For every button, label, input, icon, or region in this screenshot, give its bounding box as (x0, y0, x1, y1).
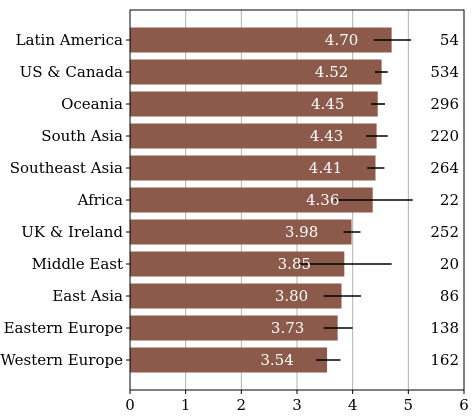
bar (130, 347, 328, 373)
value-label: 3.98 (285, 223, 318, 241)
value-label: 3.85 (278, 255, 311, 273)
category-label: South Asia (41, 127, 123, 145)
bar (130, 283, 342, 309)
category-labels: Latin America US & Canada Oceania South Asi… (0, 31, 130, 369)
value-labels: 4.70 4.52 4.45 4.43 4.41 4.36 3.98 3.85 3.80 3.73… (260, 31, 358, 369)
category-label: Middle East (32, 255, 123, 273)
count-label: 534 (430, 63, 459, 81)
bar (130, 123, 377, 149)
count-label: 22 (440, 191, 459, 209)
category-label: Eastern Europe (4, 319, 124, 337)
category-label: East Asia (52, 287, 123, 305)
bar (130, 187, 373, 213)
value-label: 4.52 (315, 63, 348, 81)
count-label: 20 (440, 255, 459, 273)
category-label: Latin America (16, 31, 123, 49)
bar (130, 219, 352, 245)
count-labels: 54 534 296 220 264 22 252 20 86 138 162 (430, 31, 459, 369)
count-label: 296 (430, 95, 459, 113)
x-axis: 0 1 2 3 4 5 6 (125, 390, 469, 414)
value-label: 4.43 (310, 127, 343, 145)
bar (130, 315, 338, 341)
value-label: 3.54 (260, 351, 293, 369)
category-label: Africa (77, 191, 123, 209)
bars (130, 27, 392, 373)
bar (130, 91, 378, 117)
count-label: 220 (430, 127, 459, 145)
category-label: Oceania (61, 95, 123, 113)
category-label: US & Canada (20, 63, 123, 81)
x-tick-label: 5 (404, 396, 414, 414)
count-label: 264 (430, 159, 459, 177)
value-label: 4.45 (311, 95, 344, 113)
x-tick-label: 4 (348, 396, 358, 414)
x-tick-label: 2 (237, 396, 247, 414)
x-tick-label: 6 (459, 396, 469, 414)
x-tick-label: 1 (181, 396, 191, 414)
value-label: 4.41 (309, 159, 342, 177)
count-label: 54 (440, 31, 459, 49)
count-label: 86 (440, 287, 459, 305)
value-label: 3.80 (275, 287, 308, 305)
count-label: 162 (430, 351, 459, 369)
count-label: 138 (430, 319, 459, 337)
x-tick-label: 0 (125, 396, 135, 414)
category-label: Southeast Asia (10, 159, 123, 177)
value-label: 4.70 (325, 31, 358, 49)
category-label: Western Europe (0, 351, 123, 369)
bar (130, 27, 392, 53)
value-label: 3.73 (271, 319, 304, 337)
error-bars (297, 39, 413, 361)
bar (130, 155, 376, 181)
x-tick-label: 3 (292, 396, 302, 414)
count-label: 252 (430, 223, 459, 241)
category-label: UK & Ireland (21, 223, 123, 241)
value-label: 4.36 (306, 191, 339, 209)
bar (130, 59, 382, 85)
